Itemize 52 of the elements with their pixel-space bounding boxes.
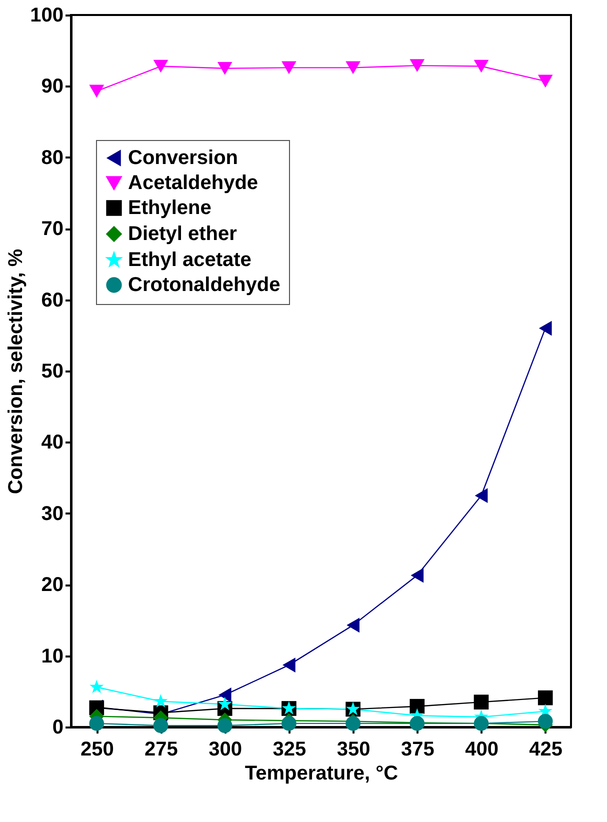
point [538, 714, 553, 729]
x-tick-label: 300 [208, 738, 242, 760]
point [282, 658, 296, 672]
point [346, 716, 360, 731]
point [346, 61, 360, 74]
y-tick-label: 10 [41, 645, 64, 668]
y-tick-label: 80 [41, 146, 64, 169]
point [90, 680, 104, 694]
point [154, 694, 168, 708]
point [346, 618, 360, 633]
point [410, 59, 425, 72]
y-tick-label: 100 [30, 4, 64, 26]
y-tick-label: 20 [41, 574, 64, 596]
legend-label: Ethyl acetate [128, 249, 252, 271]
x-tick-label: 375 [400, 738, 434, 760]
legend-label: Acetaldehyde [128, 172, 258, 194]
legend-label: Ethylene [128, 197, 212, 219]
y-tick-label: 30 [41, 502, 64, 525]
point [217, 718, 232, 733]
y-tick-label: 70 [41, 218, 64, 240]
point [89, 84, 104, 98]
point [153, 60, 168, 73]
x-tick-label: 350 [336, 738, 370, 760]
point [218, 696, 232, 710]
point [218, 688, 232, 702]
y-axis-title: Conversion, selectivity, % [5, 248, 28, 494]
legend-label: Dietyl ether [128, 223, 238, 245]
x-tick-label: 400 [465, 738, 498, 760]
point [538, 320, 552, 336]
x-tick-label: 275 [144, 738, 178, 760]
point [217, 62, 232, 75]
x-tick-label: 250 [80, 738, 114, 760]
legend-label: Conversion [128, 147, 238, 169]
y-tick-label: 0 [52, 716, 64, 738]
point [153, 718, 168, 733]
point [474, 60, 489, 73]
point [538, 74, 553, 88]
point [474, 694, 489, 710]
point [474, 488, 488, 504]
point [282, 61, 296, 74]
legend-label: Crotonaldehyde [128, 274, 280, 296]
x-axis-title: Temperature, °C [244, 762, 398, 784]
y-tick-label: 60 [41, 289, 64, 312]
y-tick-label: 50 [41, 360, 64, 382]
y-tick-label: 90 [41, 76, 64, 98]
y-tick-label: 40 [41, 432, 64, 454]
x-tick-label: 425 [529, 738, 563, 760]
point [89, 716, 104, 731]
point [410, 568, 424, 583]
point [410, 698, 425, 714]
point [538, 690, 553, 706]
x-tick-label: 325 [272, 738, 306, 760]
